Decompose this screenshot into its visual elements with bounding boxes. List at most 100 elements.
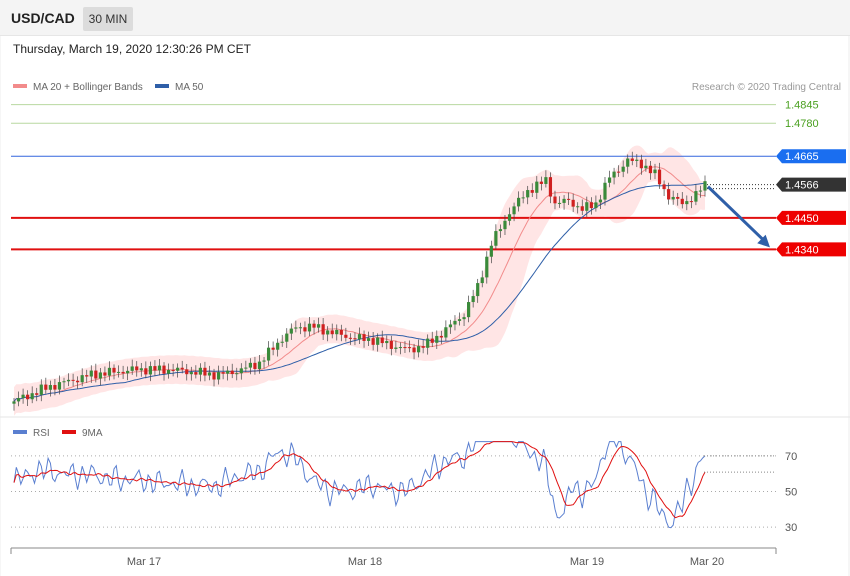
candle [416, 339, 421, 358]
candle [80, 368, 84, 387]
candle [562, 195, 566, 210]
candle [216, 365, 221, 385]
candle [644, 158, 648, 172]
legend-ma20-label: MA 20 + Bollinger Bands [33, 82, 143, 93]
candle [626, 154, 630, 174]
header-bar: USD/CAD 30 MIN [0, 0, 850, 36]
candle [230, 363, 234, 379]
candle [676, 192, 680, 206]
candle [89, 365, 93, 383]
candle [603, 176, 607, 206]
candle [339, 324, 343, 342]
candle [257, 354, 262, 374]
candle [612, 167, 616, 185]
candle [44, 377, 48, 394]
candle [512, 202, 516, 222]
candle [198, 363, 202, 382]
timeframe-button[interactable]: 30 MIN [83, 7, 133, 31]
candle [403, 341, 407, 354]
candle [116, 365, 121, 378]
candle [335, 324, 339, 341]
candle [85, 369, 89, 383]
candle [76, 376, 80, 390]
candle [303, 321, 307, 338]
candle [362, 330, 366, 348]
x-tick-label: Mar 19 [570, 556, 604, 568]
candle [357, 327, 362, 345]
candle [294, 320, 298, 333]
candle [662, 180, 666, 196]
candle [321, 318, 325, 341]
rsi-level-label-30: 30 [785, 522, 797, 534]
candle [371, 331, 375, 351]
rsi-9ma-line [13, 441, 706, 519]
candle [630, 151, 634, 166]
candle [121, 365, 125, 380]
candle [657, 162, 662, 189]
candle [457, 312, 462, 326]
candle [207, 365, 212, 381]
legend-ma50-swatch [155, 84, 169, 88]
bollinger-band [14, 145, 705, 416]
candle [462, 313, 466, 327]
x-tick-label: Mar 20 [690, 556, 724, 568]
candle [385, 335, 389, 350]
candle [653, 163, 657, 180]
forecast-arrow-head [757, 234, 770, 248]
candle [535, 176, 539, 199]
candle [485, 251, 489, 284]
candle [180, 360, 184, 374]
candle [157, 358, 162, 376]
candle [212, 368, 216, 387]
candle [344, 327, 348, 342]
candle [685, 195, 689, 211]
candle [39, 379, 43, 402]
candle [398, 342, 403, 355]
candle [557, 196, 562, 208]
candle [244, 360, 248, 373]
candle [276, 338, 280, 357]
candle [435, 330, 439, 350]
legend-rsi-swatch [13, 430, 27, 434]
candle [444, 320, 448, 342]
legend-ma20-swatch [13, 84, 27, 88]
candle [467, 295, 471, 323]
candle [271, 341, 275, 356]
rsi-line [13, 440, 706, 529]
symbol-label: USD/CAD [11, 10, 75, 26]
candle [598, 194, 603, 210]
candle [189, 366, 193, 381]
candle [26, 390, 30, 406]
candle [12, 397, 16, 411]
candle [194, 365, 198, 379]
candle [380, 330, 384, 348]
candle [126, 366, 130, 381]
candle [394, 340, 398, 353]
candle [476, 278, 480, 303]
candle [430, 331, 434, 348]
candle [607, 170, 612, 188]
candle [585, 196, 589, 217]
level-tag-1.4665 [776, 149, 846, 164]
candle [185, 363, 189, 381]
candle [353, 332, 357, 346]
candle [521, 191, 525, 204]
candle [517, 191, 521, 212]
candle [471, 289, 475, 308]
candle [112, 364, 116, 380]
candle [62, 377, 66, 389]
candle [648, 160, 653, 180]
candle [421, 339, 425, 354]
candle [166, 363, 171, 379]
candle [689, 196, 693, 209]
candle [366, 331, 371, 346]
candle [21, 388, 25, 404]
candle [530, 183, 534, 198]
candle [326, 326, 330, 342]
candle [98, 368, 102, 386]
candle [453, 315, 457, 331]
candle [494, 224, 498, 250]
candle [48, 380, 52, 397]
candle [667, 182, 671, 205]
